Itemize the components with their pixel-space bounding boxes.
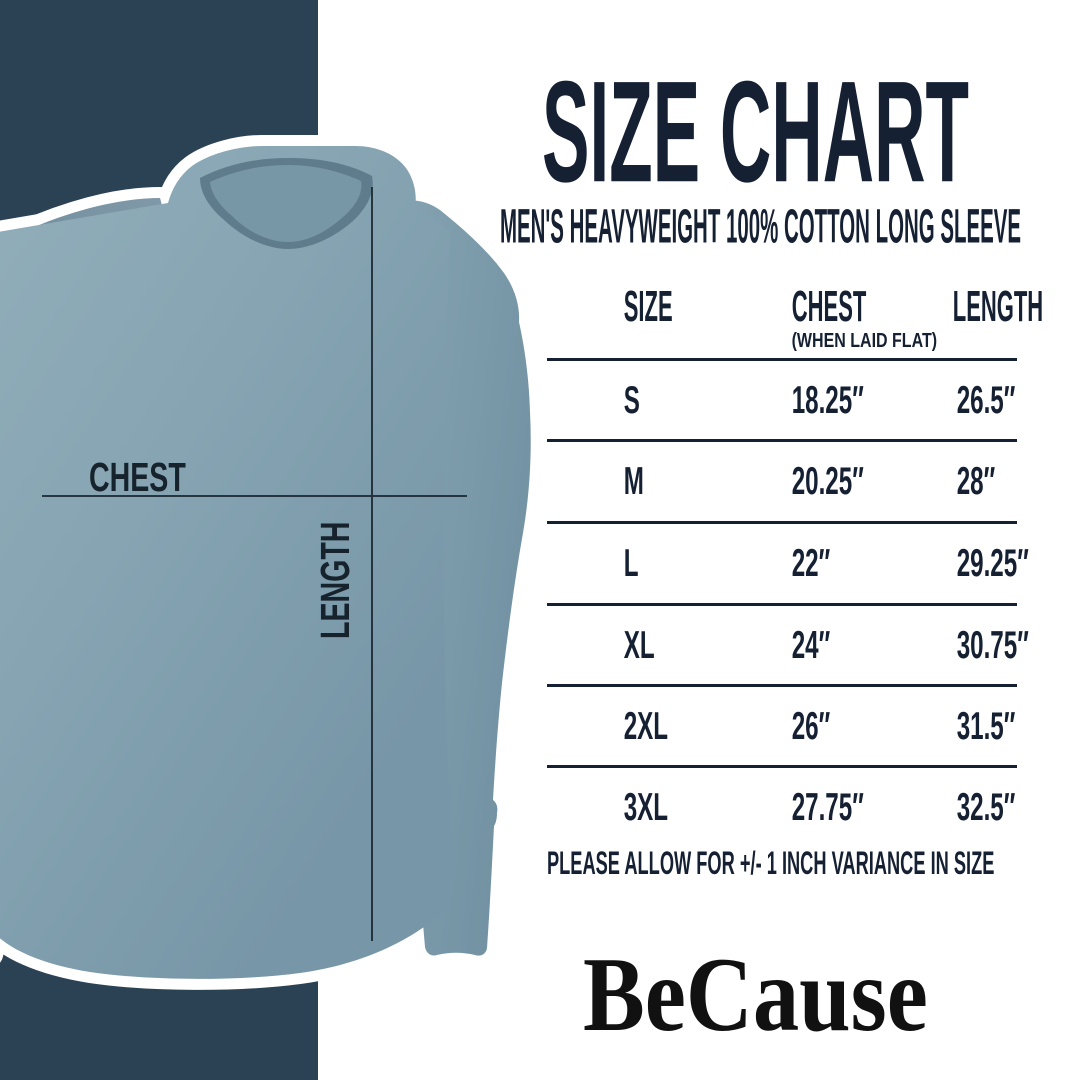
svg-text:LENGTH: LENGTH xyxy=(313,522,358,639)
svg-text:CHEST: CHEST xyxy=(89,455,186,500)
